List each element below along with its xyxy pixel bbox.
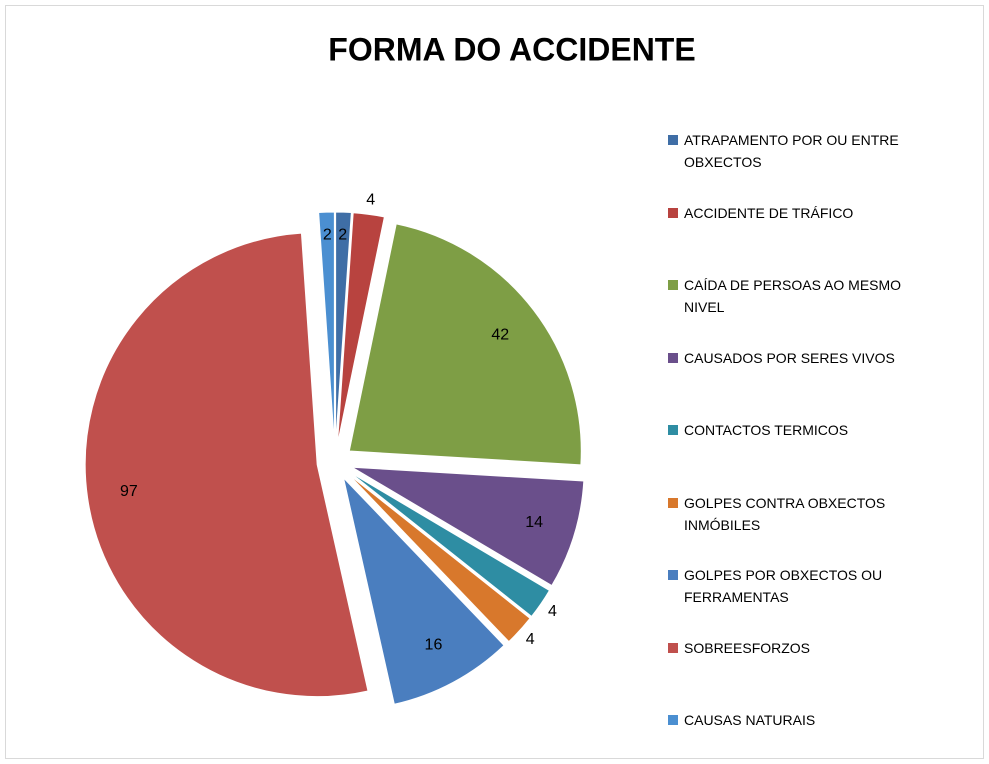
- data-label: 2: [338, 227, 347, 244]
- legend-swatch: [668, 570, 678, 580]
- legend-swatch: [668, 352, 678, 363]
- legend-item: CAUSADOS POR SERES VIVOS: [668, 347, 923, 369]
- legend-swatch: [668, 135, 678, 145]
- pie-slice: [349, 471, 551, 618]
- chart-title: FORMA DO ACCIDENTE: [328, 31, 695, 67]
- data-label: 14: [525, 514, 543, 531]
- data-label: 4: [548, 603, 557, 620]
- data-label: 4: [526, 631, 535, 648]
- legend-label: SOBREESFORZOS: [684, 639, 811, 656]
- legend-label: CAUSAS NATURAIS: [684, 712, 816, 728]
- data-label: 42: [491, 327, 509, 344]
- legend-swatch: [668, 207, 678, 218]
- legend-label: GOLPES POR OBXECTOS OU FERRAMENTAS: [684, 567, 883, 605]
- legend-item: CONTACTOS TERMICOS: [668, 419, 923, 441]
- legend-swatch: [668, 715, 678, 725]
- pie-slice: [348, 223, 582, 466]
- legend-label: CAUSADOS POR SERES VIVOS: [684, 349, 895, 366]
- data-label: 2: [323, 227, 332, 244]
- pie-slice: [336, 212, 385, 445]
- pie-slice: [335, 211, 352, 445]
- legend-item: GOLPES CONTRA OBXECTOS INMÓBILES: [668, 492, 923, 536]
- pie-slice: [84, 232, 369, 698]
- pie-slice: [342, 476, 505, 705]
- legend-label: ATRAPAMENTO POR OU ENTRE OBXECTOS: [684, 132, 899, 170]
- pie-slice: [351, 466, 585, 587]
- legend-swatch: [668, 280, 678, 290]
- legend-label: CAÍDA DE PERSOAS AO MESMO NIVEL: [684, 277, 902, 315]
- legend-label: CONTACTOS TERMICOS: [684, 422, 849, 438]
- legend-label: ACCIDENTE DE TRÁFICO: [684, 204, 854, 221]
- pie-slice: [318, 211, 335, 445]
- legend-item: GOLPES POR OBXECTOS OU FERRAMENTAS: [668, 564, 923, 608]
- legend-item: ACCIDENTE DE TRÁFICO: [668, 202, 923, 224]
- legend-swatch: [668, 425, 678, 435]
- legend-item: SOBREESFORZOS: [668, 637, 923, 659]
- legend-item: ATRAPAMENTO POR OU ENTRE OBXECTOS: [668, 129, 923, 173]
- data-label: 97: [120, 483, 138, 500]
- legend-item: CAUSAS NATURAIS: [668, 709, 923, 731]
- pie-slice: [347, 473, 531, 643]
- legend-swatch: [668, 642, 678, 653]
- data-label: 16: [425, 637, 443, 654]
- legend-item: CAÍDA DE PERSOAS AO MESMO NIVEL: [668, 274, 923, 318]
- data-label: 4: [366, 192, 375, 209]
- legend-swatch: [668, 497, 678, 508]
- legend-label: GOLPES CONTRA OBXECTOS INMÓBILES: [684, 494, 886, 533]
